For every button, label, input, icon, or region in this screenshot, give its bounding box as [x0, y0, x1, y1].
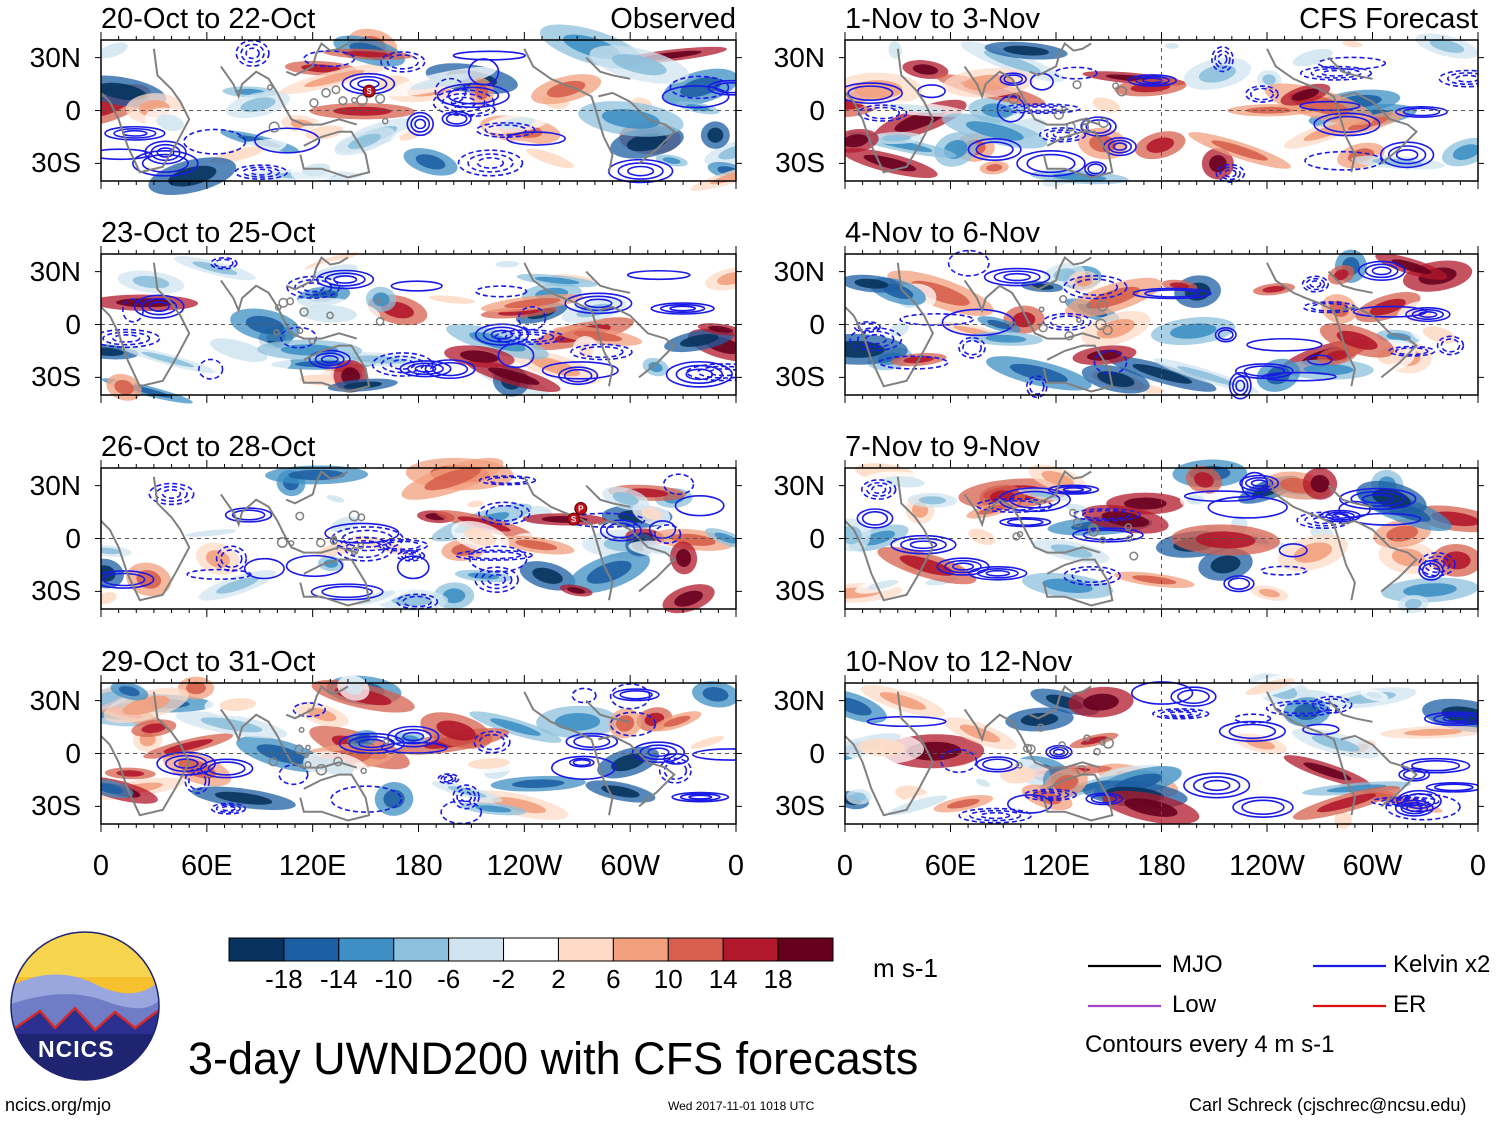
- line-legend: [1088, 964, 1386, 1008]
- colorbar-swatch: [612, 937, 669, 962]
- legend-label: Kelvin x2: [1393, 951, 1491, 978]
- x-tick-label: 60W: [600, 850, 660, 882]
- y-tick-label: 30N: [773, 684, 825, 716]
- panel-obs-4: [101, 675, 736, 825]
- y-tick-label: 0: [65, 308, 81, 340]
- colorbar-swatch: [448, 937, 505, 962]
- legend-label: ER: [1393, 991, 1427, 1018]
- y-tick-label: 30S: [31, 361, 81, 393]
- colorbar-swatch: [722, 937, 779, 962]
- colorbar-tick-label: -10: [374, 964, 413, 994]
- panel-title: 10-Nov to 12-Nov: [845, 646, 1073, 678]
- x-tick-label: 180: [1137, 850, 1186, 882]
- x-tick-label: 120E: [1022, 850, 1090, 882]
- y-tick-label: 30N: [29, 41, 81, 73]
- colorbar-tick-label: 14: [708, 964, 738, 994]
- legend-label: Low: [1172, 991, 1217, 1018]
- y-tick-label: 30S: [775, 147, 825, 179]
- colorbar-tick-label: 18: [763, 964, 793, 994]
- x-tick-label: 180: [394, 850, 443, 882]
- x-tick-label: 0: [92, 850, 110, 882]
- colorbar-swatch: [283, 937, 340, 962]
- panel-fc-1: [845, 33, 1478, 187]
- colorbar-tick-label: -14: [320, 964, 358, 994]
- colorbar-tick-label: 2: [551, 964, 566, 994]
- storm-marker: S: [567, 512, 581, 526]
- y-tick-label: 30N: [29, 255, 81, 287]
- storm-code: S: [571, 515, 577, 524]
- y-tick-label: 30S: [775, 575, 825, 607]
- x-tick-label: 120W: [1229, 850, 1305, 882]
- storm-marker: P: [574, 502, 588, 516]
- colorbar-swatch: [777, 937, 834, 962]
- colorbar-tick-label: -18: [265, 964, 303, 994]
- y-tick-label: 0: [65, 94, 81, 126]
- panel-obs-2: [101, 244, 736, 404]
- panel-title: 29-Oct to 31-Oct: [101, 646, 316, 678]
- y-tick-label: 30N: [773, 41, 825, 73]
- credit: Carl Schreck (cjschrec@ncsu.edu): [1189, 1095, 1467, 1115]
- y-tick-label: 0: [65, 737, 81, 769]
- x-tick-label: 60W: [1342, 850, 1403, 882]
- x-tick-label: 60E: [181, 850, 233, 882]
- y-tick-label: 30N: [29, 684, 81, 716]
- y-tick-label: 30N: [773, 469, 825, 501]
- storm-marker: S: [362, 84, 376, 98]
- x-tick-label: 120E: [278, 850, 347, 882]
- colorbar-tick-label: -2: [491, 964, 516, 994]
- timestamp: Wed 2017-11-01 1018 UTC: [668, 1099, 815, 1113]
- source-url: ncics.org/mjo: [5, 1095, 112, 1115]
- y-tick-label: 0: [65, 522, 81, 554]
- panel-fc-4: [845, 671, 1478, 836]
- colorbar-swatch: [338, 937, 395, 962]
- colorbar-swatch: [393, 937, 450, 962]
- panel-obs-1: S: [101, 24, 736, 195]
- x-tick-label: 120W: [486, 850, 563, 882]
- colorbar-swatch: [228, 937, 285, 962]
- x-tick-label: 0: [836, 850, 854, 882]
- panel-fc-3: [845, 455, 1478, 614]
- y-tick-label: 30S: [31, 147, 81, 179]
- panel-obs-3: SP: [101, 457, 736, 614]
- y-tick-label: 0: [809, 737, 825, 769]
- main-title: 3-day UWND200 with CFS forecasts: [188, 1033, 919, 1084]
- y-tick-label: 30S: [31, 575, 81, 607]
- ncics-logo: [10, 931, 160, 1081]
- colorbar-tick-label: 6: [606, 964, 621, 994]
- contour-note: Contours every 4 m s-1: [1085, 1031, 1335, 1058]
- y-tick-label: 0: [809, 522, 825, 554]
- colorbar: [228, 937, 834, 962]
- panel-title: 23-Oct to 25-Oct: [101, 217, 316, 249]
- legend-label: MJO: [1172, 951, 1223, 978]
- y-tick-label: 30N: [29, 469, 81, 501]
- panel-label: Observed: [610, 3, 736, 35]
- colorbar-tick-label: 10: [653, 964, 683, 994]
- y-tick-label: 30S: [775, 790, 825, 822]
- units-label: m s-1: [873, 953, 938, 983]
- storm-code: S: [366, 87, 372, 96]
- logo-text: NCICS: [38, 1036, 115, 1062]
- colorbar-tick-label: -6: [437, 964, 461, 994]
- y-tick-label: 30S: [775, 361, 825, 393]
- panel-title: 26-Oct to 28-Oct: [101, 431, 316, 463]
- panel-label: CFS Forecast: [1299, 3, 1478, 35]
- x-tick-label: 0: [1469, 850, 1487, 882]
- colorbar-swatch: [557, 937, 614, 962]
- panel-title: 20-Oct to 22-Oct: [101, 3, 316, 35]
- colorbar-swatch: [667, 937, 724, 962]
- x-tick-label: 60E: [924, 850, 977, 882]
- panel-title: 1-Nov to 3-Nov: [845, 3, 1041, 35]
- panel-title: 4-Nov to 6-Nov: [845, 217, 1041, 249]
- panel-title: 7-Nov to 9-Nov: [845, 431, 1041, 463]
- storm-code: P: [578, 505, 584, 514]
- y-tick-label: 30S: [31, 790, 81, 822]
- x-tick-label: 0: [727, 850, 745, 882]
- y-tick-label: 30N: [773, 255, 825, 287]
- colorbar-swatch: [503, 937, 559, 962]
- y-tick-label: 0: [809, 308, 825, 340]
- panel-fc-2: [845, 249, 1478, 400]
- y-tick-label: 0: [809, 94, 825, 126]
